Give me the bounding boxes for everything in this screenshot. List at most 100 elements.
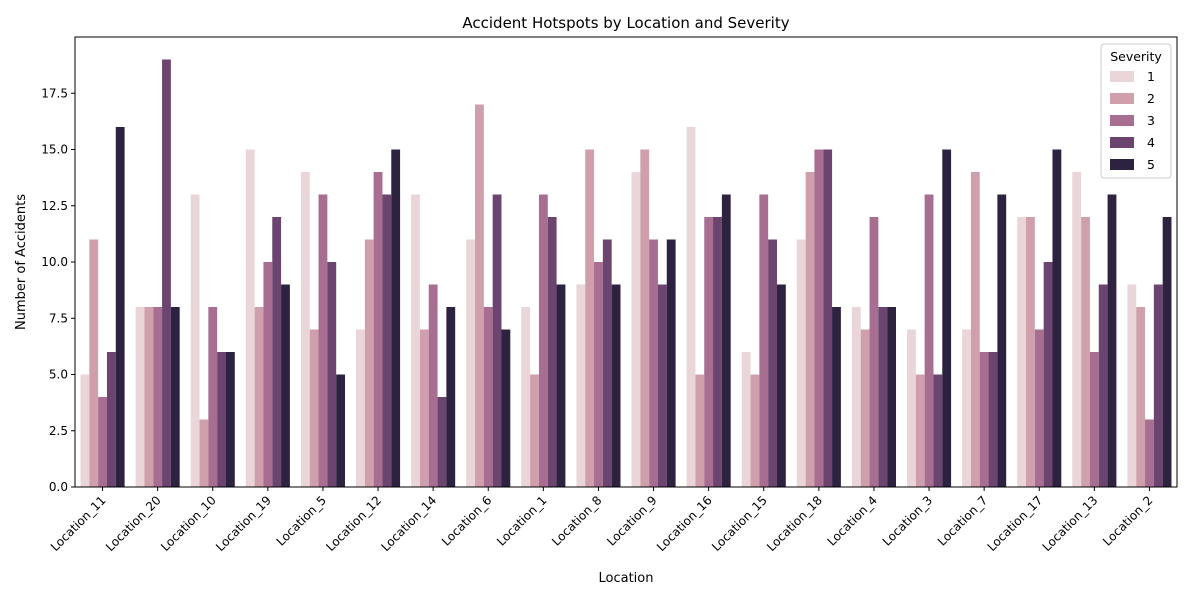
x-tick-label: Location_1 <box>494 493 549 548</box>
bar-Location_6-severity-5 <box>501 329 511 487</box>
y-axis-label: Number of Accidents <box>14 194 29 330</box>
bar-Location_1-severity-5 <box>556 284 566 487</box>
bar-Location_18-severity-4 <box>823 149 833 487</box>
x-tick-label: Location_19 <box>213 493 274 554</box>
bar-Location_9-severity-4 <box>657 284 667 487</box>
x-tick-label: Location_4 <box>825 493 880 548</box>
bar-Location_13-severity-4 <box>1098 284 1108 487</box>
bar-Location_18-severity-2 <box>805 172 815 487</box>
bar-Location_14-severity-5 <box>446 307 456 487</box>
bar-Location_3-severity-3 <box>924 194 934 487</box>
legend-swatch-5 <box>1110 159 1134 170</box>
bar-Location_20-severity-5 <box>170 307 180 487</box>
bar-Location_16-severity-2 <box>695 374 705 487</box>
bars-group <box>80 59 1172 487</box>
bar-Location_16-severity-4 <box>713 217 722 487</box>
bar-Location_6-severity-3 <box>483 307 493 487</box>
bar-Location_14-severity-3 <box>428 284 438 487</box>
bar-Location_17-severity-2 <box>1026 217 1035 487</box>
x-tick-label: Location_3 <box>880 493 935 548</box>
bar-Location_10-severity-1 <box>190 194 200 487</box>
x-axis-ticks: Location_11Location_20Location_10Locatio… <box>48 487 1156 554</box>
bar-Location_3-severity-2 <box>915 374 925 487</box>
y-tick-label: 7.5 <box>49 311 68 325</box>
x-tick-label: Location_10 <box>158 493 219 554</box>
y-tick-label: 10.0 <box>41 255 68 269</box>
bar-Location_10-severity-3 <box>208 307 218 487</box>
bar-Location_3-severity-4 <box>933 374 943 487</box>
bar-Location_8-severity-3 <box>594 262 603 487</box>
bar-Location_5-severity-2 <box>309 329 319 487</box>
bar-Location_1-severity-3 <box>538 194 548 487</box>
bar-Location_18-severity-1 <box>796 239 806 487</box>
bar-Location_15-severity-5 <box>776 284 786 487</box>
y-tick-label: 5.0 <box>49 368 68 382</box>
x-tick-label: Location_11 <box>48 493 109 554</box>
bar-Location_1-severity-2 <box>530 374 539 487</box>
bar-Location_14-severity-4 <box>437 397 447 487</box>
bar-Location_10-severity-5 <box>225 352 235 487</box>
bar-Location_17-severity-5 <box>1052 149 1062 487</box>
bar-Location_17-severity-1 <box>1017 217 1027 487</box>
bar-Location_2-severity-3 <box>1145 419 1154 487</box>
legend-label-2: 2 <box>1147 91 1155 106</box>
legend-items: 1 2 3 4 5 <box>1110 69 1155 172</box>
y-tick-label: 17.5 <box>41 86 68 100</box>
bar-Location_12-severity-2 <box>364 239 374 487</box>
x-tick-label: Location_13 <box>1040 493 1101 554</box>
bar-Location_20-severity-3 <box>153 307 163 487</box>
bar-Location_9-severity-5 <box>666 239 676 487</box>
bar-Location_16-severity-5 <box>721 194 731 487</box>
x-tick-label: Location_8 <box>549 493 604 548</box>
x-tick-label: Location_18 <box>764 493 825 554</box>
bar-Location_10-severity-4 <box>217 352 226 487</box>
bar-Location_11-severity-4 <box>106 352 116 487</box>
bar-Location_7-severity-4 <box>988 352 998 487</box>
bar-Location_17-severity-3 <box>1034 329 1044 487</box>
legend-label-3: 3 <box>1147 113 1155 128</box>
bar-Location_15-severity-4 <box>768 239 777 487</box>
bar-Location_15-severity-1 <box>741 352 751 487</box>
bar-Location_3-severity-5 <box>942 149 952 487</box>
bar-Location_13-severity-3 <box>1089 352 1099 487</box>
x-tick-label: Location_20 <box>103 493 164 554</box>
bar-Location_8-severity-5 <box>611 284 621 487</box>
bar-Location_13-severity-5 <box>1107 194 1117 487</box>
bar-Location_12-severity-1 <box>356 329 365 487</box>
legend-swatch-3 <box>1110 115 1134 126</box>
bar-Location_2-severity-4 <box>1153 284 1163 487</box>
y-tick-label: 15.0 <box>41 143 68 157</box>
bar-Location_19-severity-1 <box>245 149 255 487</box>
bar-Location_11-severity-3 <box>98 397 107 487</box>
x-tick-label: Location_2 <box>1100 493 1155 548</box>
x-tick-label: Location_9 <box>604 493 659 548</box>
bar-Location_9-severity-3 <box>649 239 658 487</box>
bar-Location_14-severity-2 <box>419 329 429 487</box>
bar-Location_5-severity-4 <box>327 262 337 487</box>
bar-Location_16-severity-3 <box>704 217 714 487</box>
bar-Location_12-severity-5 <box>391 149 401 487</box>
bar-Location_7-severity-5 <box>997 194 1007 487</box>
bar-Location_6-severity-1 <box>466 239 476 487</box>
bar-Location_2-severity-5 <box>1162 217 1172 487</box>
bar-Location_4-severity-2 <box>860 329 870 487</box>
legend-swatch-4 <box>1110 137 1134 148</box>
bar-Location_19-severity-4 <box>272 217 282 487</box>
bar-Location_5-severity-5 <box>336 374 345 487</box>
x-axis-label: Location <box>599 571 654 586</box>
bar-Location_1-severity-1 <box>521 307 531 487</box>
x-tick-label: Location_5 <box>274 493 329 548</box>
bar-Location_19-severity-5 <box>281 284 290 487</box>
bar-Location_12-severity-4 <box>382 194 392 487</box>
x-tick-label: Location_7 <box>935 493 990 548</box>
bar-Location_2-severity-2 <box>1136 307 1146 487</box>
plot-frame <box>74 36 1178 488</box>
bar-Location_7-severity-2 <box>970 172 980 487</box>
bar-Location_8-severity-4 <box>602 239 612 487</box>
bar-Location_16-severity-1 <box>686 127 696 487</box>
bar-Location_15-severity-3 <box>759 194 769 487</box>
bar-Location_20-severity-4 <box>162 59 171 487</box>
x-tick-label: Location_17 <box>985 493 1046 554</box>
bar-Location_18-severity-5 <box>832 307 841 487</box>
